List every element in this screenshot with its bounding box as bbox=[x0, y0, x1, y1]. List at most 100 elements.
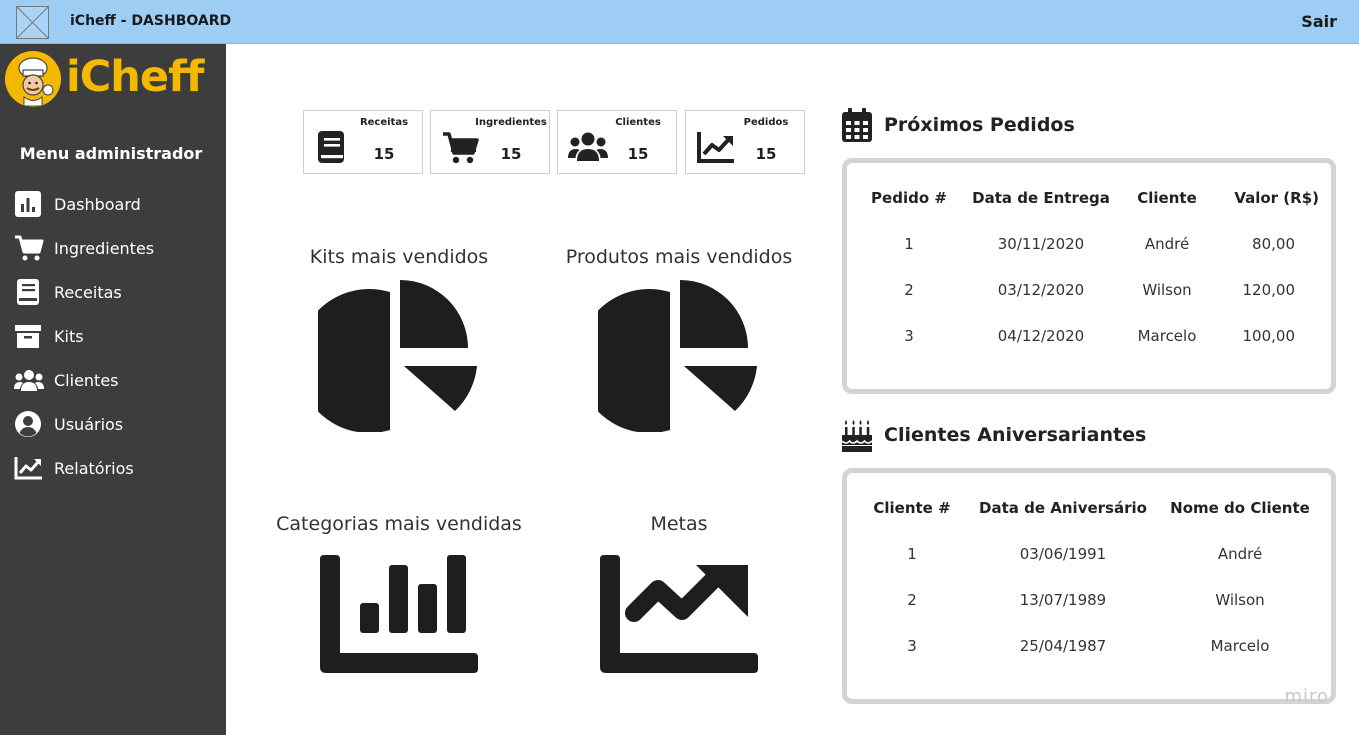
table-cell: 80,00 bbox=[1252, 235, 1295, 253]
pie-chart-icon[interactable] bbox=[318, 280, 480, 432]
tile-title-categorias: Categorias mais vendidas bbox=[276, 513, 522, 535]
table-cell: 120,00 bbox=[1242, 281, 1296, 299]
sidebar-item-label: Dashboard bbox=[54, 194, 141, 214]
stat-value: 15 bbox=[373, 145, 395, 163]
section-title: Clientes Aniversariantes bbox=[884, 424, 1147, 446]
table-cell: 04/12/2020 bbox=[997, 327, 1085, 345]
sidebar-item-kits[interactable]: Kits bbox=[14, 314, 224, 358]
watermark: miro bbox=[1284, 686, 1329, 707]
bar-chart-icon[interactable] bbox=[320, 555, 480, 675]
table-cell: 1 bbox=[907, 545, 917, 563]
sidebar-item-label: Clientes bbox=[54, 370, 119, 390]
sidebar-item-dashboard[interactable]: Dashboard bbox=[14, 182, 224, 226]
table-cell: Wilson bbox=[1142, 281, 1192, 299]
image-placeholder-icon bbox=[16, 6, 49, 39]
logout-button[interactable]: Sair bbox=[1301, 12, 1337, 31]
table-row[interactable]: 3 04/12/2020 Marcelo 100,00 bbox=[859, 313, 1319, 359]
column-header: Data de Aniversário bbox=[979, 499, 1147, 517]
birthdays-header: Clientes Aniversariantes bbox=[842, 418, 1146, 452]
pie-chart-icon[interactable] bbox=[598, 280, 760, 432]
table-cell: Marcelo bbox=[1210, 637, 1270, 655]
app-title: iCheff - DASHBOARD bbox=[70, 13, 232, 29]
table-row[interactable]: 2 13/07/1989 Wilson bbox=[859, 577, 1319, 623]
table-cell: 03/06/1991 bbox=[1019, 545, 1107, 563]
column-header: Cliente # bbox=[873, 499, 951, 517]
stat-value: 15 bbox=[500, 145, 522, 163]
trend-chart-icon bbox=[14, 452, 46, 484]
table-header-row: Cliente # Data de Aniversário Nome do Cl… bbox=[859, 485, 1319, 531]
tile-title-metas: Metas bbox=[650, 513, 708, 535]
table-row[interactable]: 2 03/12/2020 Wilson 120,00 bbox=[859, 267, 1319, 313]
birthdays-table: Cliente # Data de Aniversário Nome do Cl… bbox=[859, 485, 1319, 669]
birthdays-panel: Cliente # Data de Aniversário Nome do Cl… bbox=[842, 468, 1336, 704]
table-cell: 100,00 bbox=[1242, 327, 1296, 345]
birthday-cake-icon bbox=[842, 420, 872, 452]
column-header: Valor (R$) bbox=[1234, 189, 1319, 207]
sidebar-item-label: Relatórios bbox=[54, 458, 134, 478]
orders-table: Pedido # Data de Entrega Cliente Valor (… bbox=[859, 175, 1319, 359]
table-cell: 3 bbox=[907, 637, 917, 655]
sidebar-item-label: Receitas bbox=[54, 282, 122, 302]
book-icon bbox=[14, 276, 46, 308]
trend-chart-icon bbox=[697, 132, 734, 163]
sidebar-item-label: Usuários bbox=[54, 414, 124, 434]
trend-chart-icon[interactable] bbox=[600, 555, 760, 675]
orders-panel: Pedido # Data de Entrega Cliente Valor (… bbox=[842, 158, 1336, 394]
sidebar-item-ingredientes[interactable]: Ingredientes bbox=[14, 226, 224, 270]
stat-value: 15 bbox=[627, 145, 649, 163]
table-row[interactable]: 1 03/06/1991 André bbox=[859, 531, 1319, 577]
table-cell: 30/11/2020 bbox=[997, 235, 1085, 253]
table-cell: André bbox=[1144, 235, 1190, 253]
tile-title-kits: Kits mais vendidos bbox=[309, 246, 489, 268]
table-cell: Wilson bbox=[1215, 591, 1265, 609]
sidebar: iCheff Menu administrador Dashboard Ingr… bbox=[0, 44, 226, 735]
cart-icon bbox=[14, 232, 46, 264]
column-header: Cliente bbox=[1137, 189, 1197, 207]
table-cell: 13/07/1989 bbox=[1019, 591, 1107, 609]
stat-card-receitas[interactable]: Receitas 15 bbox=[303, 110, 423, 174]
users-icon bbox=[568, 132, 608, 161]
tile-title-produtos: Produtos mais vendidos bbox=[565, 246, 793, 268]
table-cell: 3 bbox=[904, 327, 914, 345]
sidebar-item-label: Kits bbox=[54, 326, 84, 346]
cart-icon bbox=[443, 132, 479, 164]
stat-card-pedidos[interactable]: Pedidos 15 bbox=[685, 110, 805, 174]
sidebar-item-relatorios[interactable]: Relatórios bbox=[14, 446, 224, 490]
stat-value: 15 bbox=[755, 145, 777, 163]
table-cell: 03/12/2020 bbox=[997, 281, 1085, 299]
table-row[interactable]: 3 25/04/1987 Marcelo bbox=[859, 623, 1319, 669]
table-cell: 1 bbox=[904, 235, 914, 253]
book-icon bbox=[318, 131, 344, 163]
stat-label: Receitas bbox=[359, 117, 409, 128]
orders-header: Próximos Pedidos bbox=[842, 108, 1075, 142]
column-header: Nome do Cliente bbox=[1170, 499, 1310, 517]
table-cell: 2 bbox=[907, 591, 917, 609]
stat-label: Pedidos bbox=[743, 117, 789, 128]
stat-label: Ingredientes bbox=[475, 117, 547, 128]
column-header: Pedido # bbox=[871, 189, 947, 207]
table-cell: 25/04/1987 bbox=[1019, 637, 1107, 655]
user-circle-icon bbox=[14, 408, 46, 440]
sidebar-menu: Dashboard Ingredientes Receitas Kits Cli… bbox=[14, 182, 224, 490]
column-header: Data de Entrega bbox=[972, 189, 1110, 207]
table-cell: Marcelo bbox=[1137, 327, 1197, 345]
users-icon bbox=[14, 364, 46, 396]
top-bar: iCheff - DASHBOARD Sair bbox=[0, 0, 1359, 44]
sidebar-item-receitas[interactable]: Receitas bbox=[14, 270, 224, 314]
calendar-icon bbox=[842, 108, 872, 142]
menu-title: Menu administrador bbox=[19, 144, 203, 163]
sidebar-item-usuarios[interactable]: Usuários bbox=[14, 402, 224, 446]
sidebar-item-clientes[interactable]: Clientes bbox=[14, 358, 224, 402]
stat-card-ingredientes[interactable]: Ingredientes 15 bbox=[430, 110, 550, 174]
stat-card-clientes[interactable]: Clientes 15 bbox=[557, 110, 677, 174]
table-header-row: Pedido # Data de Entrega Cliente Valor (… bbox=[859, 175, 1319, 221]
archive-box-icon bbox=[14, 320, 46, 352]
bar-chart-icon bbox=[14, 188, 46, 220]
table-cell: André bbox=[1217, 545, 1263, 563]
chef-mascot-icon bbox=[5, 51, 61, 107]
sidebar-item-label: Ingredientes bbox=[54, 238, 155, 258]
section-title: Próximos Pedidos bbox=[884, 114, 1075, 136]
stat-label: Clientes bbox=[615, 117, 661, 128]
brand-logo[interactable]: iCheff bbox=[0, 44, 226, 108]
table-row[interactable]: 1 30/11/2020 André 80,00 bbox=[859, 221, 1319, 267]
